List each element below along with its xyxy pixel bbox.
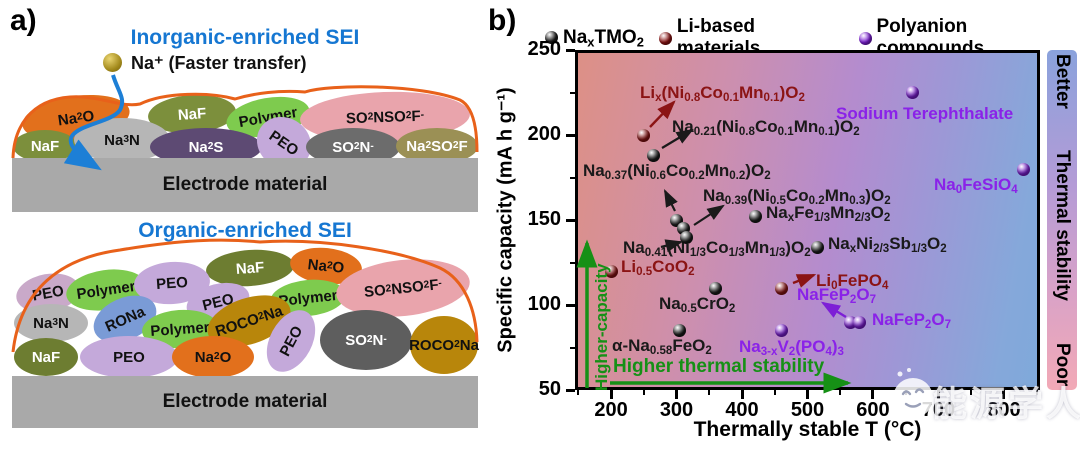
- point-label-na021ni08co01mn01o2: Na0.21(Ni0.8Co0.1Mn0.1)O2: [672, 117, 860, 139]
- scale-better-label: Better: [1052, 54, 1073, 109]
- data-point-nafep2o7: [843, 315, 857, 329]
- sei-blob-so2n: SO 2 N -: [320, 310, 412, 370]
- point-label-li05coo2: Li0.5CoO2: [621, 257, 695, 279]
- y-axis-tick: [566, 388, 575, 392]
- y-tick-label: 150: [527, 208, 561, 230]
- x-axis-tick: [1002, 390, 1006, 399]
- legend-marker-icon: [658, 31, 672, 45]
- point-label-lixni08co01mn01o2: Lix(Ni0.8Co0.1Mn0.1)O2: [640, 83, 805, 105]
- legend-label: NaxTMO2: [563, 26, 644, 50]
- x-axis-minor-tick: [577, 390, 580, 395]
- y-axis-title: Specific capacity (mA h g⁻¹): [494, 87, 517, 353]
- y-axis-tick: [566, 218, 575, 222]
- electrode-bottom: Electrode material: [12, 376, 478, 428]
- y-tick-label: 100: [527, 293, 561, 315]
- data-point-na058feo2: [673, 324, 687, 337]
- data-point-lixni08co01mn01o2: [637, 128, 651, 142]
- point-label-naxfe13mn23o2: NaxFe1/3Mn2/3O2: [766, 203, 891, 225]
- data-point-na021ni08co01mn01o2: [647, 148, 661, 162]
- x-axis-title: Thermally stable T (°C): [693, 418, 922, 441]
- electrode-top-label: Electrode material: [162, 174, 328, 195]
- x-axis-tick: [936, 390, 940, 399]
- sei-blob-peo: PEO: [80, 336, 178, 378]
- watermark: 能源学人: [886, 352, 1080, 432]
- y-axis-minor-tick: [570, 91, 575, 94]
- data-point-li0fepo4: [774, 281, 788, 295]
- x-tick-label: 800: [987, 399, 1021, 421]
- point-label-na3xv2po43: Na3-xV2(PO4)3: [739, 337, 844, 359]
- x-axis-tick: [675, 390, 678, 399]
- sei-blob-na3n: Na 3 N: [14, 304, 88, 342]
- data-point-na0fesio4: [1017, 162, 1031, 176]
- data-point-nafep2o7: [853, 315, 867, 329]
- x-tick-label: 600: [856, 399, 890, 421]
- data-point-sodiumterephthalate: [905, 86, 919, 99]
- data-point-naxfe13mn23o2: [748, 210, 762, 224]
- x-axis-minor-tick: [1035, 390, 1038, 395]
- y-tick-label: 200: [527, 123, 561, 145]
- point-label-na0fesio4: Na0FeSiO4: [934, 175, 1018, 197]
- point-label-nafep2o7: NaFeP2O7: [872, 310, 951, 332]
- x-axis-minor-tick: [708, 390, 711, 395]
- y-axis-minor-tick: [570, 261, 575, 264]
- point-label-na039ni05co02mn03o2: Na0.39(Ni0.5Co0.2Mn0.3)O2: [703, 186, 891, 208]
- x-tick-label: 400: [725, 399, 759, 421]
- panel-b-label: b): [488, 4, 517, 37]
- point-label-nafep2o7: NaFeP2O7: [797, 285, 876, 307]
- y-axis-tick: [566, 48, 575, 52]
- legend-marker-icon: [545, 31, 558, 45]
- x-axis-minor-tick: [642, 390, 645, 395]
- thermal-stability-scale-bar: Better Thermal stability Poor: [1047, 50, 1077, 390]
- data-point-na05cro2: [709, 281, 723, 295]
- sei-blob-na2o: Na 2 O: [172, 336, 254, 378]
- y-axis-minor-tick: [570, 346, 575, 349]
- data-point-na041ni13co13mn13o2: [679, 230, 693, 244]
- point-label-sodiumterephthalate: Sodium Terephthalate: [836, 104, 1014, 123]
- x-axis-minor-tick: [970, 390, 973, 395]
- panel-a-label: a): [10, 4, 37, 37]
- x-tick-label: 300: [659, 399, 694, 421]
- sei-blob-roco2na: ROCO 2 Na: [409, 316, 479, 374]
- higher-thermal-stability-annotation: Higher thermal stability: [613, 356, 825, 377]
- legend-item-naxtmo2: NaxTMO2: [545, 26, 644, 50]
- x-axis-tick: [871, 390, 875, 399]
- x-axis-minor-tick: [839, 390, 842, 395]
- inorganic-sei-title: Inorganic-enriched SEI: [130, 26, 360, 49]
- x-axis-tick: [740, 390, 744, 399]
- watermark-text: 能源学人: [932, 385, 1080, 424]
- higher-capacity-annotation: Higher-capacity: [592, 263, 611, 391]
- point-label-na037ni06co02mn02o2: Na0.37(Ni0.6Co0.2Mn0.2)O2: [583, 161, 771, 183]
- sodium-ion-label: Na⁺ (Faster transfer): [131, 53, 307, 73]
- legend-marker-icon: [858, 31, 872, 45]
- organic-sei-title: Organic-enriched SEI: [138, 219, 352, 242]
- x-axis-tick: [609, 390, 613, 399]
- y-tick-label: 50: [538, 378, 561, 400]
- watermark-smiley-icon: [893, 368, 933, 418]
- electrode-bottom-label: Electrode material: [162, 391, 328, 412]
- sei-blob-naf: NaF: [14, 338, 78, 376]
- x-tick-label: 500: [790, 399, 825, 421]
- point-label-na05cro2: Na0.5CrO2: [659, 294, 736, 316]
- data-point-naxni23sb13o2: [810, 240, 824, 254]
- electrode-top: Electrode material: [12, 158, 478, 212]
- data-point-na3xv2po43: [774, 324, 788, 337]
- point-label-naxni23sb13o2: NaxNi2/3Sb1/3O2: [828, 234, 947, 256]
- scale-poor-label: Poor: [1052, 342, 1073, 386]
- y-axis-minor-tick: [570, 176, 575, 179]
- y-tick-label: 250: [527, 38, 561, 60]
- y-axis-tick: [566, 303, 575, 307]
- scale-thermal-stability-label: Thermal stability: [1052, 150, 1073, 302]
- y-axis-tick: [566, 133, 575, 137]
- point-label-na058feo2: α-Na0.58FeO2: [612, 336, 712, 358]
- x-axis-tick: [806, 390, 809, 399]
- point-label-li0fepo4: Li0FePO4: [816, 271, 889, 293]
- sodium-ion-icon: [103, 53, 122, 72]
- x-tick-label: 200: [594, 399, 628, 421]
- x-axis-minor-tick: [773, 390, 776, 395]
- data-point-li05coo2: [604, 264, 618, 278]
